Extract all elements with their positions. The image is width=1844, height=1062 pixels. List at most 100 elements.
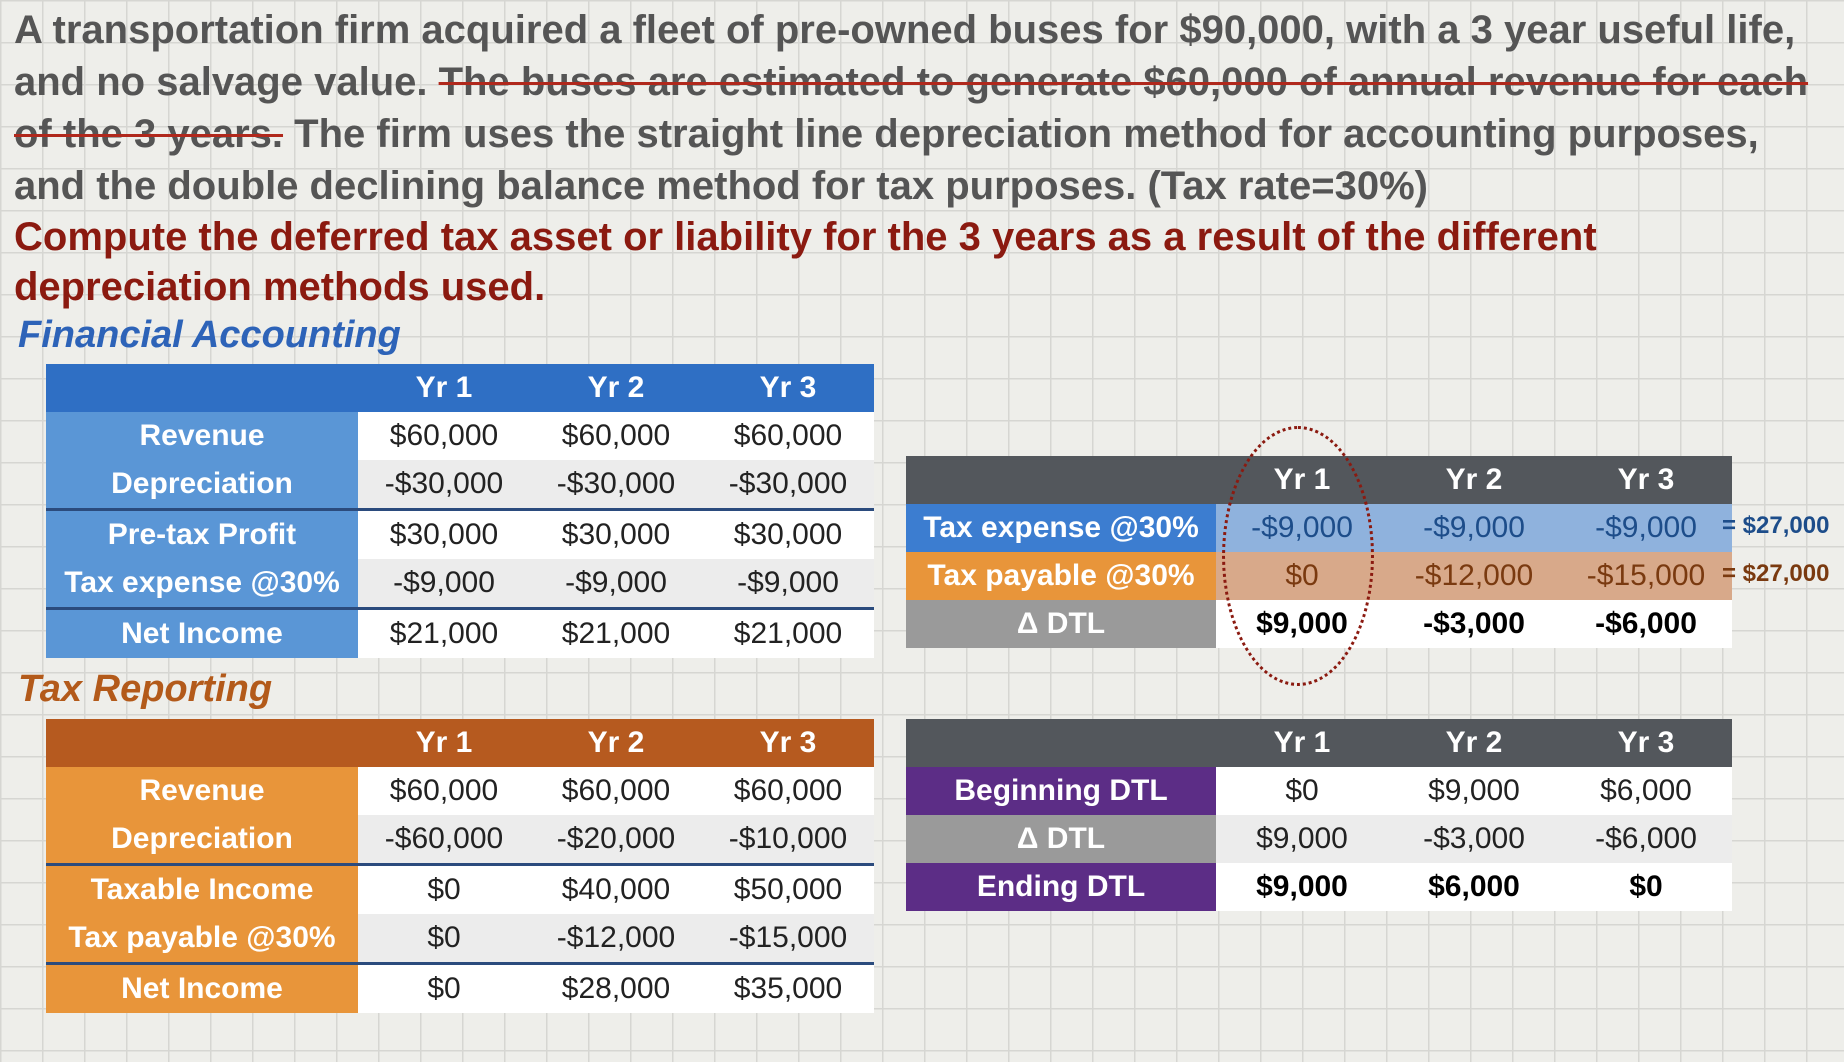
cell: -$12,000 (530, 914, 702, 964)
row-label: Pre-tax Profit (46, 508, 358, 559)
tax-reporting-title: Tax Reporting (18, 668, 273, 710)
cell: $60,000 (530, 767, 702, 815)
cell: -$20,000 (530, 815, 702, 865)
cell: $60,000 (358, 767, 530, 815)
table-row: Revenue $60,000 $60,000 $60,000 (46, 767, 874, 815)
row-label: Tax expense @30% (906, 504, 1216, 552)
tax-expense-total: = $27,000 (1722, 512, 1830, 539)
row-label: Tax payable @30% (906, 552, 1216, 600)
table-row: Tax payable @30% $0 -$12,000 -$15,000 (46, 914, 874, 964)
cell: -$30,000 (530, 460, 702, 510)
row-label: Δ DTL (906, 600, 1216, 648)
header-corner (46, 364, 358, 412)
cell: $30,000 (530, 508, 702, 559)
cell: -$6,000 (1560, 815, 1732, 863)
table-row: Depreciation -$60,000 -$20,000 -$10,000 (46, 815, 874, 865)
cell: -$6,000 (1560, 600, 1732, 648)
row-label: Revenue (46, 412, 358, 460)
question: Compute the deferred tax asset or liabil… (14, 215, 1597, 309)
header-yr1: Yr 1 (1216, 719, 1388, 767)
header-yr2: Yr 2 (530, 719, 702, 767)
cell: $28,000 (530, 962, 702, 1013)
header-yr3: Yr 3 (702, 364, 874, 412)
header-yr1: Yr 1 (358, 364, 530, 412)
row-label: Δ DTL (906, 815, 1216, 863)
cell: $60,000 (358, 412, 530, 460)
header-corner (906, 719, 1216, 767)
row-label: Tax expense @30% (46, 559, 358, 609)
cell: -$9,000 (1388, 504, 1560, 552)
table-row: Tax expense @30% -$9,000 -$9,000 -$9,000 (46, 559, 874, 609)
cell: $60,000 (702, 767, 874, 815)
cell: $6,000 (1560, 767, 1732, 815)
cell: -$15,000 (702, 914, 874, 964)
cell: $0 (358, 863, 530, 914)
cell: -$9,000 (530, 559, 702, 609)
cell: $40,000 (530, 863, 702, 914)
row-label: Tax payable @30% (46, 914, 358, 964)
cell: -$9,000 (702, 559, 874, 609)
cell: $9,000 (1388, 767, 1560, 815)
cell: $0 (1216, 767, 1388, 815)
table-row: Ending DTL $9,000 $6,000 $0 (906, 863, 1732, 911)
cell: $50,000 (702, 863, 874, 914)
cell: $60,000 (530, 412, 702, 460)
cell: $6,000 (1388, 863, 1560, 911)
problem-statement: A transportation firm acquired a fleet o… (14, 4, 1824, 212)
tax-reporting-table: Yr 1 Yr 2 Yr 3 Revenue $60,000 $60,000 $… (46, 719, 874, 1013)
table-row: Revenue $60,000 $60,000 $60,000 (46, 412, 874, 460)
row-label: Ending DTL (906, 863, 1216, 911)
header-corner (46, 719, 358, 767)
table-row: Pre-tax Profit $30,000 $30,000 $30,000 (46, 508, 874, 559)
cell: $30,000 (702, 508, 874, 559)
cell: -$10,000 (702, 815, 874, 865)
cell: $35,000 (702, 962, 874, 1013)
table-row: Δ DTL $9,000 -$3,000 -$6,000 (906, 815, 1732, 863)
header-yr1: Yr 1 (358, 719, 530, 767)
financial-accounting-title: Financial Accounting (18, 314, 401, 356)
cell: -$3,000 (1388, 815, 1560, 863)
cell: $0 (358, 914, 530, 964)
financial-accounting-table: Yr 1 Yr 2 Yr 3 Revenue $60,000 $60,000 $… (46, 364, 874, 658)
cell: $0 (358, 962, 530, 1013)
table-row: Taxable Income $0 $40,000 $50,000 (46, 863, 874, 914)
cell: $21,000 (530, 607, 702, 658)
cell: $60,000 (702, 412, 874, 460)
header-yr2: Yr 2 (530, 364, 702, 412)
table-row: Beginning DTL $0 $9,000 $6,000 (906, 767, 1732, 815)
cell: $21,000 (358, 607, 530, 658)
cell: -$12,000 (1388, 552, 1560, 600)
cell: $0 (1560, 863, 1732, 911)
row-label: Net Income (46, 962, 358, 1013)
problem-text-2: The firm uses the straight line deprecia… (14, 112, 1759, 208)
row-label: Net Income (46, 607, 358, 658)
row-label: Beginning DTL (906, 767, 1216, 815)
cell: -$30,000 (358, 460, 530, 510)
cell: -$30,000 (702, 460, 874, 510)
cell: -$15,000 (1560, 552, 1732, 600)
dtl-balance-table: Yr 1 Yr 2 Yr 3 Beginning DTL $0 $9,000 $… (906, 719, 1732, 911)
problem-text-1: A transportation firm acquired a fleet o… (14, 8, 1796, 104)
tax-payable-total: = $27,000 (1722, 560, 1830, 587)
header-yr3: Yr 3 (1560, 719, 1732, 767)
table-row: Depreciation -$30,000 -$30,000 -$30,000 (46, 460, 874, 510)
header-corner (906, 456, 1216, 504)
row-label: Taxable Income (46, 863, 358, 914)
cell: -$9,000 (358, 559, 530, 609)
header-yr3: Yr 3 (1560, 456, 1732, 504)
header-yr2: Yr 2 (1388, 456, 1560, 504)
row-label: Depreciation (46, 815, 358, 865)
header-yr2: Yr 2 (1388, 719, 1560, 767)
cell: $9,000 (1216, 815, 1388, 863)
cell: $9,000 (1216, 863, 1388, 911)
row-label: Depreciation (46, 460, 358, 510)
row-label: Revenue (46, 767, 358, 815)
cell: -$60,000 (358, 815, 530, 865)
table-row: Net Income $21,000 $21,000 $21,000 (46, 607, 874, 658)
cell: -$3,000 (1388, 600, 1560, 648)
cell: $21,000 (702, 607, 874, 658)
cell: $30,000 (358, 508, 530, 559)
header-yr3: Yr 3 (702, 719, 874, 767)
struck-text: The buses are estimated to generate $60,… (14, 60, 1809, 156)
table-row: Net Income $0 $28,000 $35,000 (46, 962, 874, 1013)
